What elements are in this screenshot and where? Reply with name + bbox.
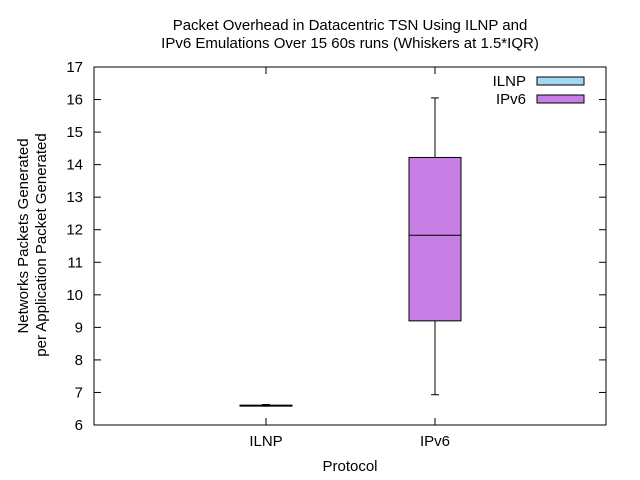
y-tick-label: 14 <box>66 157 83 174</box>
y-tick-label: 6 <box>75 417 83 434</box>
y-tick-label: 17 <box>66 59 83 76</box>
legend-swatch-ilnp <box>536 76 585 86</box>
legend-swatch-ipv6 <box>536 94 585 104</box>
y-tick-label: 11 <box>67 254 83 271</box>
x-axis-ticks: ILNP IPv6 <box>249 67 450 450</box>
y-tick-label: 16 <box>66 92 83 109</box>
box-ipv6 <box>408 97 462 396</box>
y-tick-label: 12 <box>66 222 83 239</box>
y-tick-label: 13 <box>66 189 83 206</box>
plot-frame <box>93 66 607 426</box>
legend-label-ilnp: ILNP <box>493 73 526 90</box>
y-tick-label: 8 <box>75 352 83 369</box>
y-tick-label: 15 <box>66 124 83 141</box>
y-tick-label: 10 <box>66 287 83 304</box>
box-series <box>239 97 462 407</box>
y-axis-label-line-2: per Application Packet Generated <box>33 133 50 356</box>
chart-title-line-1: Packet Overhead in Datacentric TSN Using… <box>173 17 528 34</box>
y-tick-label: 9 <box>75 319 83 336</box>
y-tick-label: 7 <box>75 384 83 401</box>
box-ilnp <box>239 403 293 407</box>
x-tick-label: IPv6 <box>420 433 450 450</box>
y-axis-label-line-1: Networks Packets Generated <box>15 138 32 333</box>
x-axis-label: Protocol <box>322 458 377 475</box>
chart-title-line-2: IPv6 Emulations Over 15 60s runs (Whiske… <box>161 35 539 52</box>
x-tick-label: ILNP <box>249 433 282 450</box>
y-axis-ticks: 6 7 8 9 10 11 12 13 14 15 16 17 <box>66 59 606 434</box>
interquartile-box <box>408 156 462 322</box>
legend-label-ipv6: IPv6 <box>496 91 526 108</box>
